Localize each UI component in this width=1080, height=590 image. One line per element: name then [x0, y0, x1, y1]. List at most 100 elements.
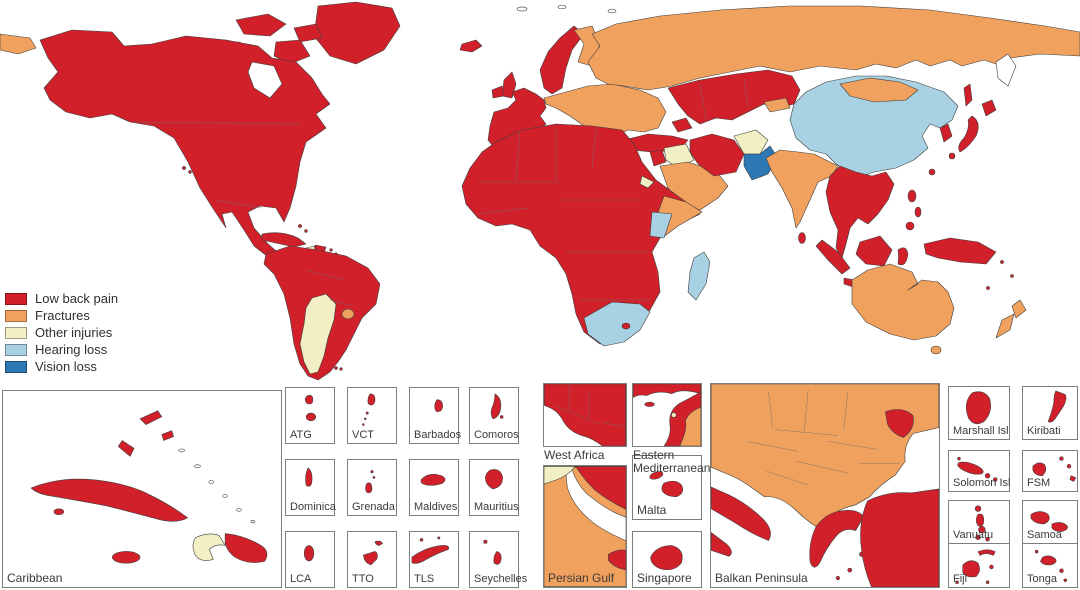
country-border-lines	[133, 77, 749, 307]
eastmed-turkey-coast	[633, 384, 701, 398]
inset-label-tls: TLS	[414, 573, 435, 585]
vanuatu-islands	[974, 505, 990, 542]
tto-islands	[363, 540, 383, 566]
gulf-iraq	[544, 466, 576, 485]
svalbard-islets	[516, 4, 617, 14]
region-bahamas	[298, 224, 308, 233]
legend-swatch-fractures	[5, 309, 27, 322]
inset-label-atg: ATG	[290, 429, 312, 441]
inset-label-balkan-peninsula: Balkan Peninsula	[715, 571, 808, 585]
gulf-water	[565, 466, 626, 541]
inset-panel-tls: TLS	[409, 531, 459, 588]
atg-islands	[304, 395, 317, 422]
region-sri-lanka	[798, 232, 806, 244]
eastmed-cyprus	[644, 401, 655, 407]
hudson-bay	[247, 61, 283, 99]
inset-panel-west-africa: West Africa	[543, 383, 627, 462]
region-south-africa	[583, 301, 651, 347]
region-australia	[851, 263, 955, 341]
tonga-islands	[1034, 549, 1068, 583]
inset-panel-comoros: Comoros	[469, 387, 519, 444]
malta-islands	[649, 471, 683, 497]
legend-label-hearing-loss: Hearing loss	[35, 342, 108, 357]
region-taiwan	[928, 168, 936, 176]
inset-panel-tto: TTO	[347, 531, 397, 588]
region-lesotho	[621, 322, 631, 330]
region-new-guinea	[923, 237, 997, 265]
inset-panel-vct: VCT	[347, 387, 397, 444]
fsm-islands	[1032, 456, 1076, 482]
region-argentina	[299, 293, 337, 375]
region-falkland-islands	[334, 366, 343, 371]
solomon-islands	[957, 456, 998, 482]
region-korea	[939, 123, 953, 143]
legend-swatch-vision-loss	[5, 360, 27, 373]
caribbean-haiti	[192, 533, 226, 561]
region-uruguay	[341, 308, 355, 320]
inset-panel-marshall-isl: Marshall Isl	[948, 386, 1010, 440]
caribbean-islands	[30, 410, 268, 564]
region-sakhalin	[963, 83, 973, 107]
inset-panel-singapore: Singapore	[632, 531, 702, 588]
region-india	[765, 149, 839, 229]
inset-panel-maldives: Maldives	[409, 459, 459, 516]
inset-panel-malta: Malta	[632, 455, 702, 520]
balkan-turkey	[860, 488, 939, 587]
inset-label-samoa: Samoa	[1027, 529, 1062, 541]
region-tasmania	[930, 345, 942, 355]
region-hawaii	[182, 166, 192, 174]
inset-panel-balkan-peninsula: Balkan Peninsula	[710, 383, 940, 588]
region-mongolia	[839, 77, 919, 103]
region-cuba	[261, 232, 307, 248]
world-map	[0, 1, 1080, 381]
inset-panel-lca: LCA	[285, 531, 335, 588]
legend-label-other-injuries: Other injuries	[35, 325, 113, 340]
inset-label-tto: TTO	[352, 573, 374, 585]
seychelles-islands	[483, 539, 502, 565]
gulf-oman	[608, 549, 626, 571]
vct-islands	[362, 393, 376, 426]
map-legend: Low back pain Fractures Other injuries H…	[5, 292, 118, 377]
inset-label-kiribati: Kiribati	[1027, 425, 1061, 437]
region-kyrgyzstan-tajikistan	[763, 97, 791, 113]
region-afghanistan	[733, 129, 769, 155]
inset-panel-fiji: Fiji	[948, 543, 1010, 588]
mauritius-island	[485, 469, 503, 490]
caribbean-map	[30, 410, 268, 564]
inset-panel-eastern-mediterranean: Eastern Mediterranean	[632, 383, 710, 475]
inset-panel-vanuatu: Vanuatu	[948, 500, 1010, 544]
fiji-islands	[955, 549, 996, 584]
inset-label-barbados: Barbados	[414, 429, 462, 441]
maldives-island	[420, 473, 446, 486]
inset-label-fsm: FSM	[1027, 477, 1051, 489]
tls-island	[411, 536, 449, 564]
west-africa-land	[544, 384, 626, 446]
barbados-island	[434, 399, 443, 412]
region-madagascar	[687, 251, 711, 301]
samoa-islands	[1030, 511, 1068, 532]
legend-swatch-hearing-loss	[5, 343, 27, 356]
region-philippines	[905, 189, 922, 231]
inset-panel-barbados: Barbados	[409, 387, 462, 444]
balkan-borders	[746, 389, 900, 486]
region-southeast-asia	[825, 165, 895, 259]
region-iceland	[459, 39, 483, 53]
grenada-islands	[365, 470, 376, 494]
inset-label-mauritius: Mauritius	[474, 501, 519, 513]
inset-label-caribbean: Caribbean	[7, 571, 63, 585]
inset-label-persian-gulf: Persian Gulf	[548, 571, 615, 585]
legend-item-low-back-pain: Low back pain	[5, 292, 118, 305]
region-greenland	[313, 1, 401, 65]
kiribati-island	[1047, 390, 1067, 423]
region-british-isles	[491, 71, 517, 99]
legend-item-fractures: Fractures	[5, 309, 118, 322]
west-africa-borders	[553, 384, 626, 427]
inset-panel-persian-gulf: Persian Gulf	[543, 465, 627, 588]
inset-label-vanuatu: Vanuatu	[953, 529, 994, 541]
singapore-island	[650, 545, 683, 571]
inset-panel-mauritius: Mauritius	[469, 459, 519, 516]
inset-label-solomon-isl: Solomon Isl	[953, 477, 1011, 489]
dominica-island	[305, 467, 313, 487]
balkan-italy	[711, 486, 771, 557]
